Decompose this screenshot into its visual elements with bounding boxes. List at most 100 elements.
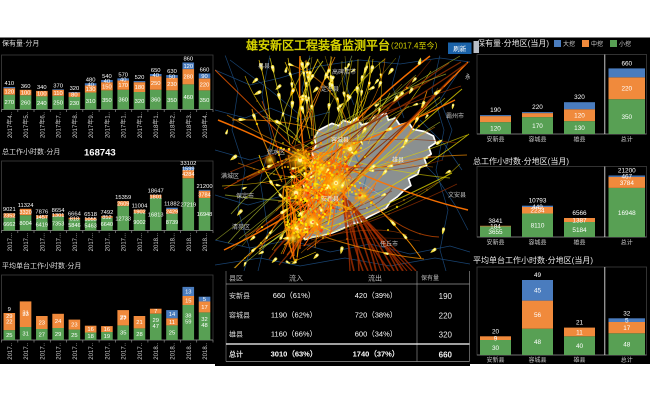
svg-text:7: 7 (154, 309, 157, 315)
svg-text:2017..: 2017.. (122, 343, 128, 360)
svg-text:2017年8..: 2017年8.. (71, 112, 79, 138)
svg-text:11324: 11324 (18, 203, 34, 209)
svg-text:总计: 总计 (229, 350, 243, 359)
svg-text:11882: 11882 (164, 202, 180, 208)
svg-text:230: 230 (70, 101, 80, 107)
svg-text:32: 32 (201, 317, 207, 323)
svg-text:1599: 1599 (182, 167, 194, 173)
svg-text:420（39%）: 420（39%） (355, 291, 398, 300)
svg-text:2017年5..: 2017年5.. (22, 112, 30, 138)
svg-text:17: 17 (623, 325, 631, 332)
svg-text:15359: 15359 (115, 195, 131, 201)
svg-text:100: 100 (21, 91, 31, 97)
svg-text:3784: 3784 (198, 192, 210, 198)
svg-text:霸州市: 霸州市 (446, 112, 464, 120)
svg-text:小挖: 小挖 (619, 40, 631, 48)
svg-text:1301: 1301 (52, 213, 64, 219)
svg-text:23: 23 (39, 321, 45, 327)
svg-text:3320: 3320 (19, 210, 31, 216)
svg-text:2017年7..: 2017年7.. (55, 112, 63, 138)
svg-text:8004: 8004 (19, 221, 31, 227)
svg-text:容城县: 容城县 (229, 311, 250, 320)
svg-text:24: 24 (55, 319, 62, 325)
svg-text:360: 360 (118, 98, 128, 104)
svg-text:2017..: 2017.. (57, 343, 63, 360)
svg-text:平均单台工作小时数·分月: 平均单台工作小时数·分月 (2, 261, 81, 270)
svg-text:6566: 6566 (572, 210, 587, 217)
svg-text:6419: 6419 (36, 222, 48, 228)
svg-text:860: 860 (183, 57, 193, 63)
svg-text:120: 120 (574, 113, 585, 120)
svg-text:16: 16 (104, 327, 110, 333)
svg-text:容城县: 容城县 (528, 239, 546, 247)
svg-text:9002: 9002 (133, 220, 145, 226)
svg-text:文安县: 文安县 (448, 191, 466, 199)
svg-text:45: 45 (534, 288, 542, 295)
svg-text:29: 29 (55, 332, 61, 338)
svg-text:3010（63%）: 3010（63%） (271, 349, 318, 359)
svg-text:320: 320 (574, 94, 585, 101)
svg-text:保有量·分地区(当月): 保有量·分地区(当月) (477, 38, 549, 48)
svg-text:雄县: 雄县 (573, 356, 585, 364)
svg-text:平均单台工作小时数·分地区(当月): 平均单台工作小时数·分地区(当月) (473, 255, 593, 265)
svg-text:徐水区: 徐水区 (267, 148, 285, 156)
svg-text:220: 220 (439, 312, 453, 321)
svg-text:任丘市: 任丘市 (380, 240, 398, 248)
svg-text:15: 15 (185, 299, 191, 305)
svg-text:520: 520 (135, 75, 145, 81)
svg-text:48: 48 (201, 323, 207, 329)
svg-text:18: 18 (87, 334, 93, 340)
svg-text:190: 190 (439, 292, 453, 301)
svg-text:保有量·分月: 保有量·分月 (2, 39, 39, 48)
svg-text:17: 17 (201, 305, 207, 311)
svg-text:2018...: 2018... (203, 233, 209, 252)
svg-text:2234: 2234 (530, 208, 545, 215)
svg-text:11: 11 (576, 329, 583, 336)
svg-text:清苑区: 清苑区 (232, 223, 250, 231)
svg-text:40: 40 (87, 82, 93, 88)
svg-text:流入: 流入 (289, 274, 303, 283)
svg-text:120: 120 (4, 90, 14, 96)
svg-text:28: 28 (136, 332, 142, 338)
svg-text:安新县: 安新县 (486, 239, 504, 247)
svg-text:29: 29 (6, 314, 12, 320)
svg-text:高碑店市: 高碑店市 (332, 68, 356, 76)
svg-text:2017年4..: 2017年4.. (6, 112, 14, 138)
svg-text:16813: 16813 (148, 212, 164, 218)
svg-text:2017...: 2017... (24, 233, 30, 252)
svg-text:10793: 10793 (529, 198, 547, 205)
svg-text:2017..: 2017.. (73, 343, 79, 360)
svg-text:2017年1..: 2017年1.. (103, 112, 111, 138)
svg-text:460: 460 (183, 95, 193, 101)
svg-text:雄县: 雄县 (229, 330, 243, 339)
svg-text:25: 25 (71, 333, 77, 339)
svg-text:48: 48 (534, 339, 542, 346)
svg-text:270: 270 (4, 100, 14, 106)
svg-text:1387: 1387 (572, 217, 587, 224)
svg-text:11: 11 (169, 320, 175, 326)
svg-text:2018...: 2018... (171, 233, 177, 252)
svg-text:2018..: 2018.. (203, 343, 209, 360)
svg-text:250: 250 (151, 81, 161, 87)
svg-text:410: 410 (4, 81, 14, 87)
svg-text:31: 31 (22, 311, 28, 317)
svg-text:中挖: 中挖 (591, 40, 603, 48)
svg-text:449: 449 (532, 204, 543, 211)
svg-text:120: 120 (183, 64, 193, 70)
svg-text:5: 5 (625, 318, 629, 325)
svg-text:14: 14 (169, 312, 176, 318)
svg-text:27219: 27219 (181, 202, 197, 208)
svg-text:1190（62%）: 1190（62%） (271, 311, 317, 320)
svg-text:310: 310 (86, 99, 96, 105)
svg-text:容城县: 容城县 (528, 356, 546, 364)
svg-text:3784: 3784 (620, 180, 635, 187)
svg-text:8739: 8739 (166, 220, 178, 226)
svg-text:90: 90 (201, 74, 207, 80)
svg-text:刷新: 刷新 (453, 44, 467, 53)
svg-text:总计: 总计 (621, 136, 633, 144)
svg-text:6662: 6662 (3, 222, 15, 228)
svg-text:660: 660 (200, 67, 210, 73)
svg-text:2352: 2352 (3, 214, 15, 220)
svg-text:220: 220 (200, 82, 210, 88)
svg-text:2018...: 2018... (187, 233, 193, 252)
